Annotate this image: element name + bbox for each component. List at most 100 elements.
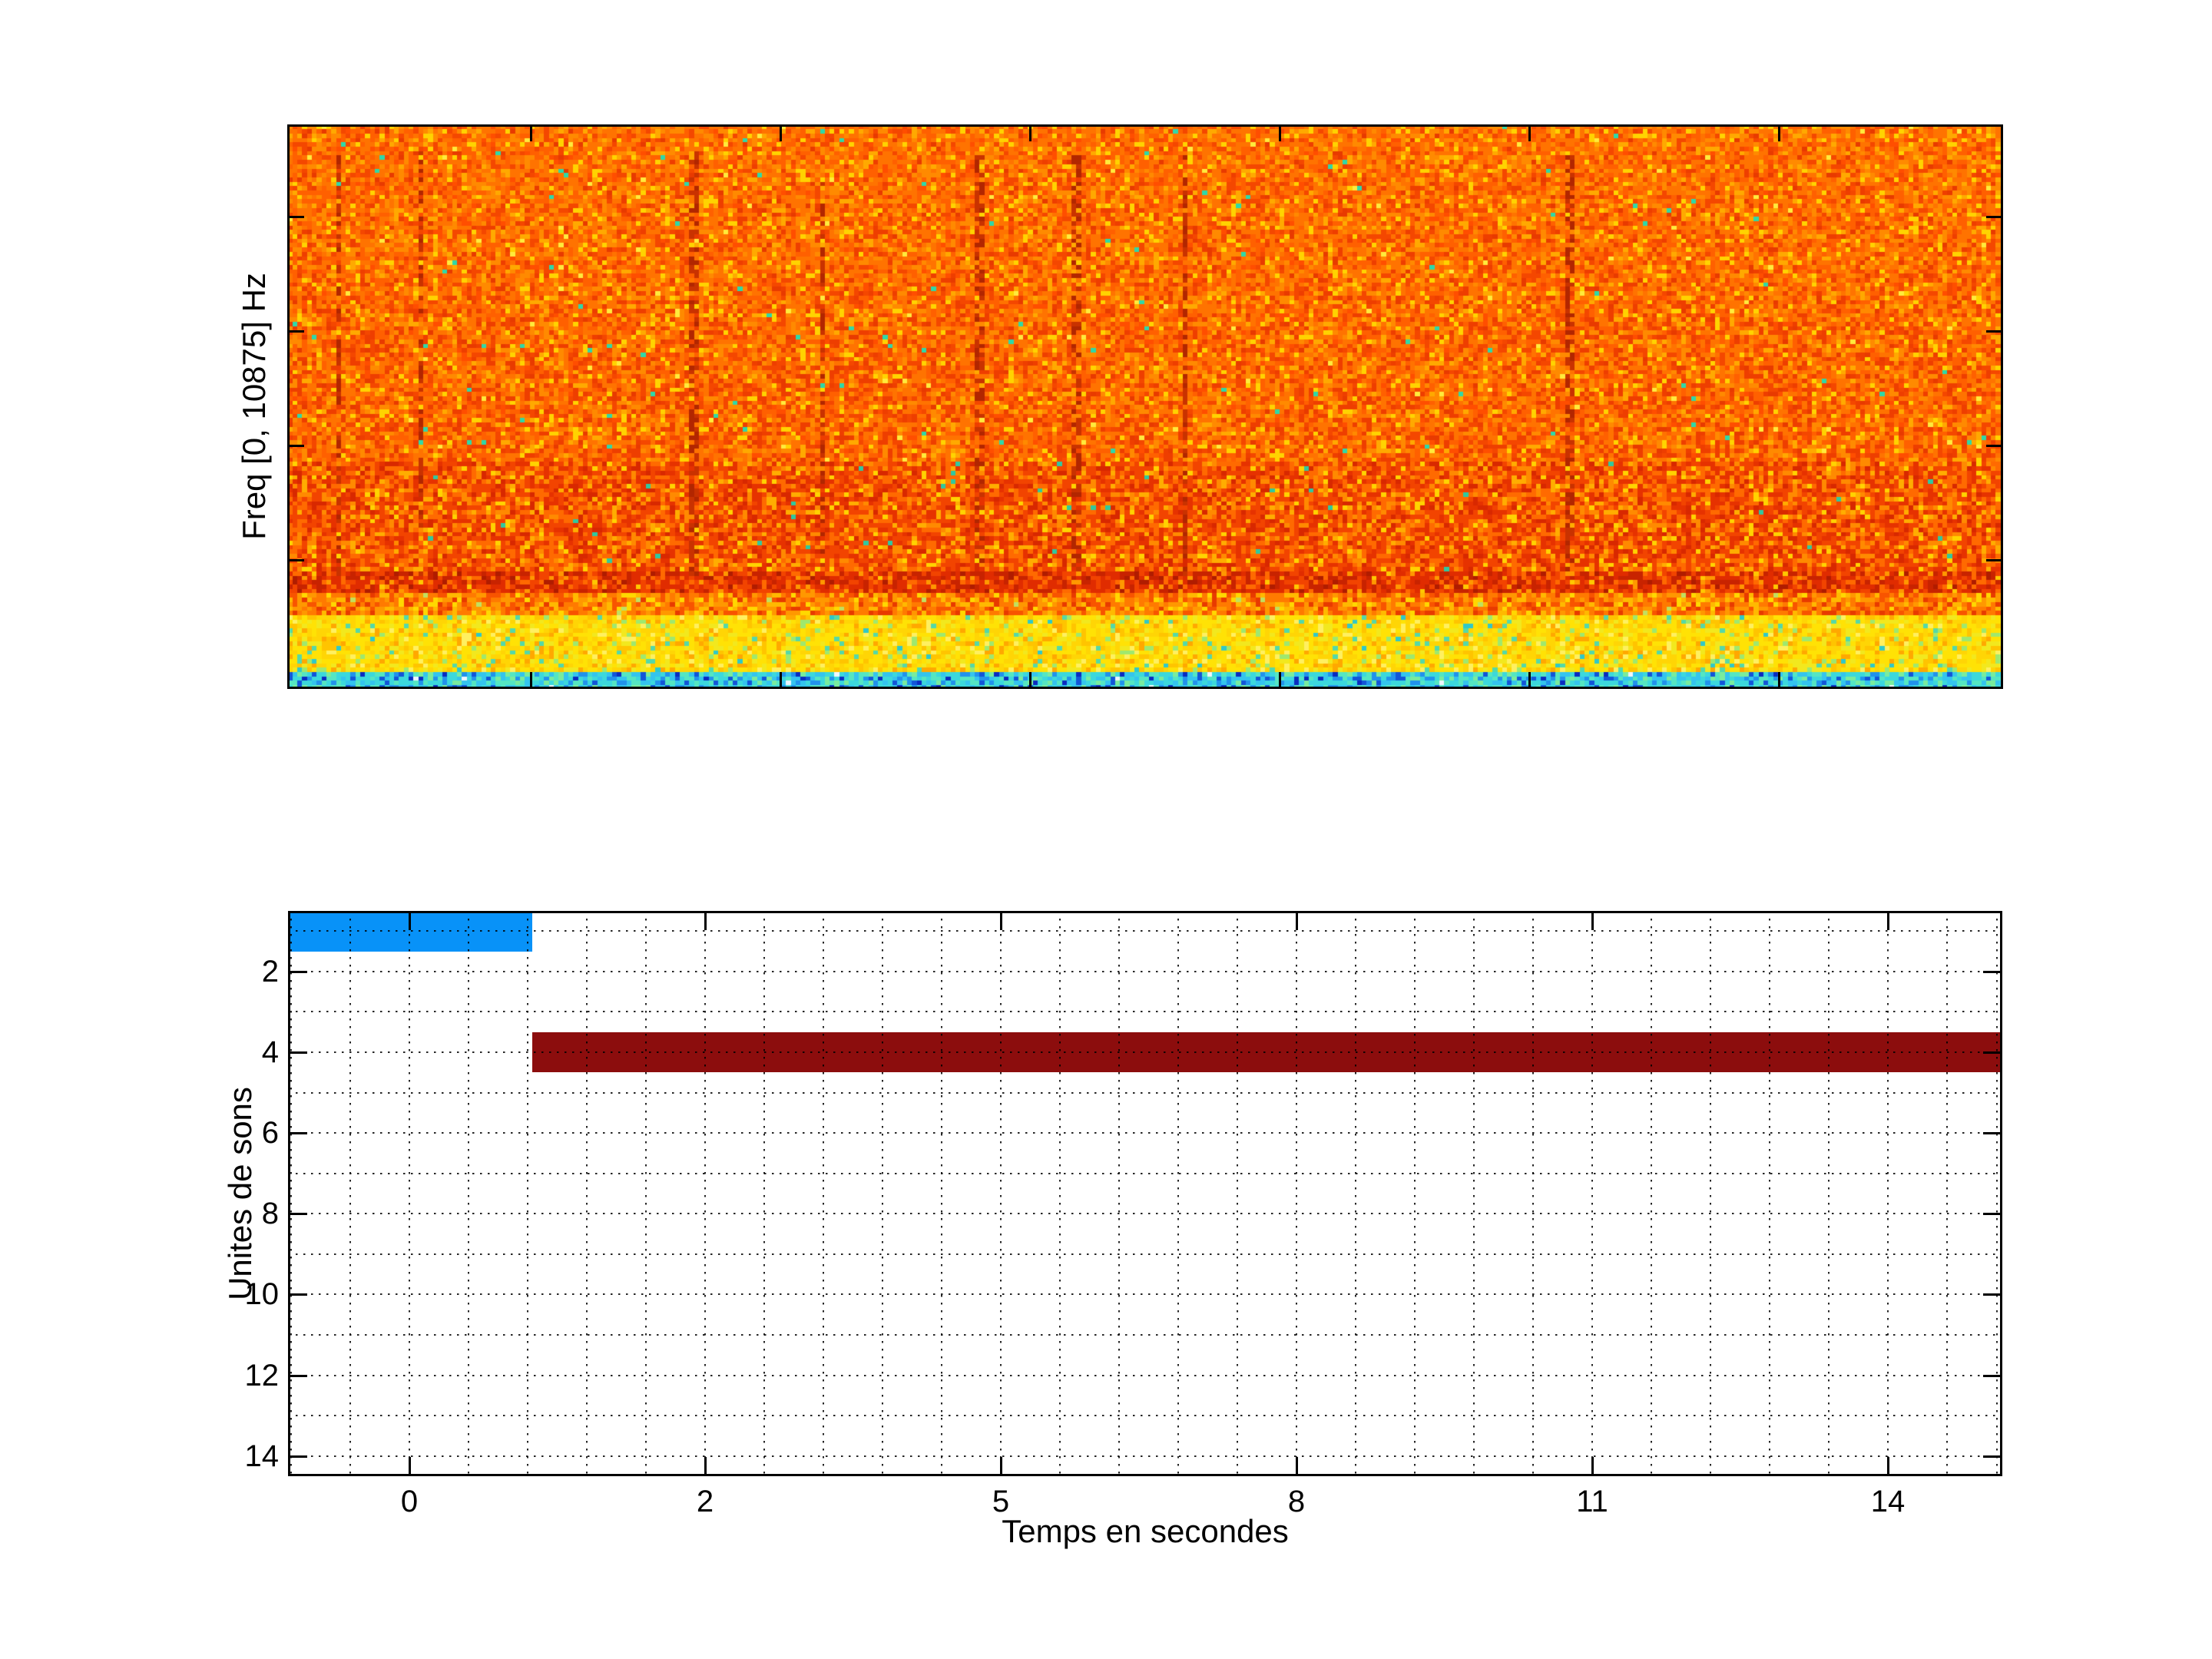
v-gridline — [409, 911, 410, 1476]
y-tick-label: 10 — [244, 1277, 280, 1311]
spectrogram-y-tick — [287, 558, 304, 561]
spectrogram-ylabel: Freq [0, 10875] Hz — [236, 273, 272, 540]
h-gridline — [288, 970, 2002, 972]
x-tick — [999, 911, 1002, 930]
spectrogram-y-tick — [1986, 558, 2003, 561]
x-tick-label: 2 — [696, 1485, 714, 1518]
x-tick — [1591, 1457, 1594, 1476]
spectrogram-x-tick — [1278, 124, 1281, 141]
spectrogram-x-tick — [1528, 124, 1531, 141]
v-gridline — [1473, 911, 1475, 1476]
v-gridline — [645, 911, 647, 1476]
y-tick — [1983, 1051, 2002, 1054]
x-tick-label: 5 — [992, 1485, 1010, 1518]
x-tick — [1886, 911, 1889, 930]
v-gridline — [1946, 911, 1948, 1476]
y-tick — [288, 1455, 307, 1458]
h-gridline — [288, 1253, 2002, 1255]
x-tick — [704, 1457, 707, 1476]
v-gridline — [704, 911, 706, 1476]
h-gridline — [288, 1293, 2002, 1296]
spectrogram-x-tick — [529, 672, 532, 689]
x-tick — [1295, 1457, 1298, 1476]
h-gridline — [288, 1374, 2002, 1376]
v-gridline — [349, 911, 351, 1476]
v-gridline — [1355, 911, 1356, 1476]
h-gridline — [288, 1172, 2002, 1174]
spectrogram-y-tick — [1986, 444, 2003, 447]
spectrogram-x-tick — [529, 124, 532, 141]
spectrogram-x-tick — [1278, 672, 1281, 689]
v-gridline — [823, 911, 824, 1476]
spectrogram-y-tick — [287, 215, 304, 218]
y-tick-label: 2 — [261, 955, 279, 988]
spectrogram-x-tick — [1028, 124, 1031, 141]
spectrogram-y-tick — [1986, 329, 2003, 333]
y-tick — [1983, 1374, 2002, 1377]
y-tick — [288, 1212, 307, 1215]
spectrogram-image — [288, 125, 2002, 688]
v-gridline — [1532, 911, 1534, 1476]
y-tick-label: 4 — [261, 1035, 279, 1069]
spectrogram-y-tick — [1986, 215, 2003, 218]
y-tick — [1983, 1131, 2002, 1134]
v-gridline — [882, 911, 883, 1476]
v-gridline — [1651, 911, 1652, 1476]
y-tick — [288, 1374, 307, 1377]
v-gridline — [586, 911, 588, 1476]
h-gridline — [288, 1333, 2002, 1336]
y-tick — [288, 1293, 307, 1296]
h-gridline — [288, 1455, 2002, 1457]
x-tick — [408, 1457, 411, 1476]
v-gridline — [1591, 911, 1593, 1476]
spectrogram-y-tick — [287, 329, 304, 333]
spectrogram-x-tick — [1028, 672, 1031, 689]
y-tick — [1983, 1455, 2002, 1458]
x-tick-label: 0 — [400, 1485, 419, 1518]
x-tick — [408, 911, 411, 930]
y-tick — [1983, 1293, 2002, 1296]
y-tick — [288, 970, 307, 973]
y-tick — [288, 1131, 307, 1134]
v-gridline — [1000, 911, 1002, 1476]
y-tick — [1983, 970, 2002, 973]
v-gridline — [1996, 911, 1998, 1476]
h-gridline — [288, 1415, 2002, 1417]
x-tick — [704, 911, 707, 930]
v-gridline — [1118, 911, 1120, 1476]
v-gridline — [527, 911, 528, 1476]
v-gridline — [763, 911, 765, 1476]
spectrogram-x-tick — [779, 672, 782, 689]
h-gridline — [288, 1213, 2002, 1215]
v-gridline — [1237, 911, 1238, 1476]
h-gridline — [288, 1051, 2002, 1053]
v-gridline — [290, 911, 292, 1476]
spectrogram-x-tick — [779, 124, 782, 141]
y-tick — [288, 1051, 307, 1054]
bar-chart-box — [288, 911, 2002, 1476]
h-gridline — [288, 1132, 2002, 1134]
x-tick-label: 14 — [1870, 1485, 1906, 1518]
bar-chart-ylabel: Unites de sons — [222, 1087, 258, 1300]
h-gridline — [288, 1091, 2002, 1094]
h-gridline — [288, 930, 2002, 932]
spectrogram-x-tick — [1777, 124, 1780, 141]
x-tick — [1295, 911, 1298, 930]
x-tick — [1886, 1457, 1889, 1476]
v-gridline — [1414, 911, 1416, 1476]
y-tick-label: 6 — [261, 1116, 279, 1150]
v-gridline — [468, 911, 469, 1476]
v-gridline — [1059, 911, 1061, 1476]
spectrogram-y-tick — [287, 444, 304, 447]
v-gridline — [1769, 911, 1770, 1476]
spectrogram-x-tick — [1777, 672, 1780, 689]
bar-chart-xlabel: Temps en secondes — [1002, 1513, 1289, 1549]
y-tick-label: 14 — [244, 1439, 280, 1473]
y-tick — [1983, 1212, 2002, 1215]
spectrogram-x-tick — [1528, 672, 1531, 689]
y-tick-label: 12 — [244, 1359, 280, 1392]
v-gridline — [1710, 911, 1711, 1476]
v-gridline — [941, 911, 942, 1476]
h-gridline — [288, 1011, 2002, 1013]
